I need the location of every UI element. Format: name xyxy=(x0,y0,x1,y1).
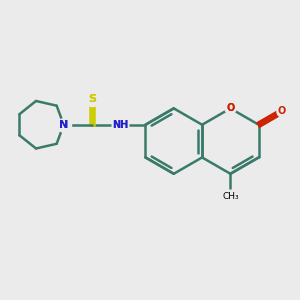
Text: NH: NH xyxy=(112,120,128,130)
Text: CH₃: CH₃ xyxy=(222,192,239,201)
Text: S: S xyxy=(88,94,96,104)
Text: N: N xyxy=(59,120,68,130)
Text: O: O xyxy=(226,103,235,113)
Text: O: O xyxy=(278,106,286,116)
Text: NH: NH xyxy=(112,120,128,130)
Text: O: O xyxy=(226,103,235,113)
Text: N: N xyxy=(59,120,68,130)
Text: S: S xyxy=(88,94,96,104)
